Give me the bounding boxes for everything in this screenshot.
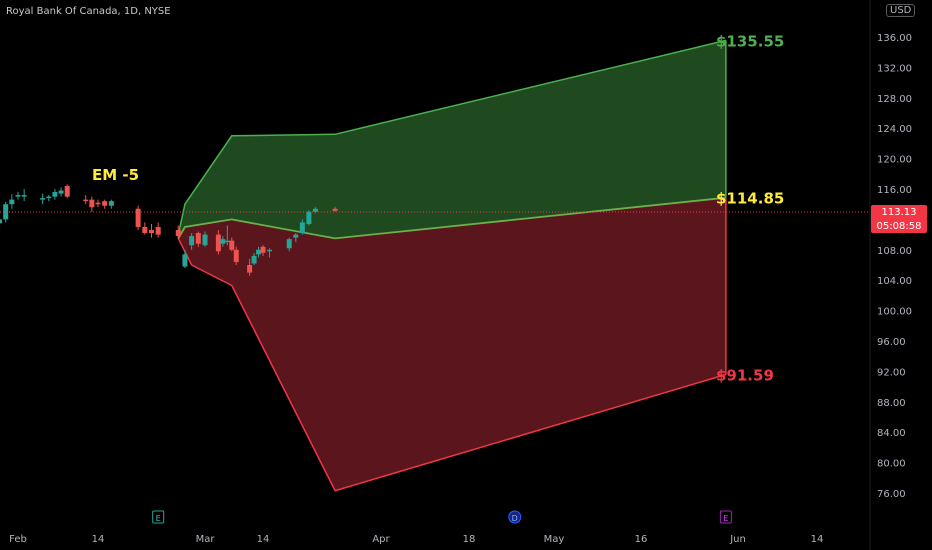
- band-end-label: $135.55: [716, 32, 784, 50]
- candle-body: [58, 190, 64, 194]
- candle-body: [224, 240, 230, 243]
- candle-body: [175, 230, 181, 237]
- candle-body: [202, 234, 208, 246]
- x-tick-label: 14: [811, 534, 824, 545]
- x-tick-label: 18: [463, 534, 476, 545]
- y-tick-label: 108.00: [877, 246, 912, 257]
- y-tick-label: 124.00: [877, 124, 912, 135]
- candle-body: [312, 208, 318, 212]
- band-end-labels: $135.55 $114.85 $91.59: [716, 32, 784, 384]
- dividend-marker-icon[interactable]: [508, 510, 522, 524]
- upper-band-fill: [178, 40, 726, 239]
- y-tick-label: 96.00: [877, 337, 906, 348]
- y-tick-label: 100.00: [877, 307, 912, 318]
- y-tick-label: 92.00: [877, 367, 906, 378]
- y-tick-label: 116.00: [877, 185, 912, 196]
- candle-body: [293, 234, 299, 238]
- event-marker-label: D: [512, 514, 518, 523]
- candle-body: [83, 199, 89, 202]
- candle-body: [215, 234, 221, 252]
- candle-body: [108, 201, 114, 206]
- x-tick-label: Feb: [9, 534, 27, 545]
- band-end-label: $114.85: [716, 190, 784, 208]
- y-tick-label: 136.00: [877, 33, 912, 44]
- candle-body: [251, 255, 257, 264]
- current-price-tag: 113.13 05:08:58: [871, 205, 927, 233]
- candle-body: [247, 265, 253, 273]
- candle-body: [260, 246, 266, 253]
- x-axis: Feb 14 Mar 14 Apr 18 May 16 Jun 14: [9, 534, 823, 545]
- candle-body: [229, 240, 235, 250]
- y-tick-label: 128.00: [877, 94, 912, 105]
- candle-body: [155, 227, 161, 235]
- x-tick-label: May: [544, 534, 565, 545]
- event-marker-label: E: [723, 514, 728, 523]
- candle-body: [89, 199, 95, 208]
- candle-body: [9, 199, 15, 205]
- candle-body: [256, 249, 262, 255]
- candle-body: [40, 198, 46, 200]
- candle-body: [3, 204, 9, 220]
- x-tick-label: 14: [257, 534, 270, 545]
- candle-body: [149, 230, 154, 234]
- candle-body: [102, 201, 108, 206]
- candle-body: [332, 208, 338, 211]
- band-end-label: $91.59: [716, 367, 774, 385]
- candle-body: [286, 239, 292, 249]
- earnings-marker-icon[interactable]: [152, 510, 165, 524]
- candle-body: [233, 249, 239, 262]
- candle-body: [64, 185, 70, 197]
- candlestick-series: [0, 184, 338, 276]
- event-marker-label: E: [156, 514, 161, 523]
- current-price-value: 113.13: [881, 207, 917, 218]
- candle-body: [21, 195, 27, 197]
- y-tick-label: 132.00: [877, 63, 912, 74]
- x-tick-label: 14: [92, 534, 105, 545]
- x-tick-label: Mar: [196, 534, 216, 545]
- candle-body: [0, 219, 3, 224]
- y-tick-label: 80.00: [877, 459, 906, 470]
- y-tick-label: 88.00: [877, 398, 906, 409]
- y-tick-label: 84.00: [877, 428, 906, 439]
- candle-body: [135, 208, 141, 227]
- y-tick-label: 104.00: [877, 276, 912, 287]
- candle-body: [15, 195, 21, 197]
- x-tick-label: 16: [635, 534, 648, 545]
- upper-band-line: [177, 39, 727, 235]
- currency-button[interactable]: USD: [886, 4, 916, 17]
- symbol-title: Royal Bank Of Canada, 1D, NYSE: [6, 6, 171, 17]
- candle-body: [189, 236, 195, 246]
- earnings-marker-icon[interactable]: [719, 510, 732, 524]
- candle-body: [195, 233, 201, 244]
- y-tick-label: 120.00: [877, 155, 912, 166]
- candle-body: [220, 239, 226, 244]
- middle-band-line: [177, 196, 726, 240]
- candle-body: [267, 249, 273, 252]
- lower-band-fill: [178, 197, 726, 491]
- y-axis: 76.00 80.00 84.00 88.00 92.00 96.00 100.00 104.…: [877, 33, 912, 500]
- candle-body: [182, 254, 188, 267]
- bar-countdown: 05:08:58: [876, 221, 922, 232]
- x-tick-label: Apr: [372, 534, 390, 545]
- candle-body: [46, 196, 52, 199]
- candle-body: [306, 211, 312, 224]
- y-tick-label: 76.00: [877, 489, 906, 500]
- x-tick-label: Jun: [729, 534, 746, 545]
- candle-body: [299, 222, 305, 234]
- candle-body: [142, 227, 148, 234]
- expected-move-band: [177, 39, 727, 492]
- candle-body: [52, 192, 58, 197]
- em-annotation: EM -5: [92, 166, 139, 184]
- candle-body: [95, 202, 101, 205]
